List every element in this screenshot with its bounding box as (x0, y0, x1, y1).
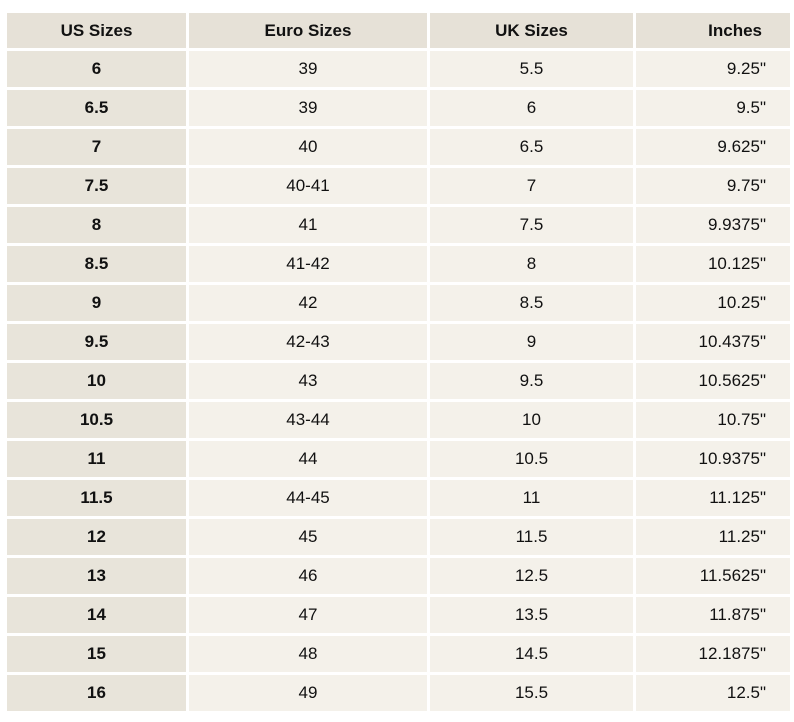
table-row: 8 41 7.5 9.9375" (7, 207, 790, 243)
uk-size-cell: 10.5 (430, 441, 633, 477)
euro-size-cell: 46 (189, 558, 427, 594)
us-size-cell: 13 (7, 558, 186, 594)
us-size-cell: 8 (7, 207, 186, 243)
uk-size-cell: 15.5 (430, 675, 633, 711)
euro-size-cell: 49 (189, 675, 427, 711)
euro-size-cell: 42-43 (189, 324, 427, 360)
us-size-cell: 8.5 (7, 246, 186, 282)
table-row: 16 49 15.5 12.5" (7, 675, 790, 711)
euro-size-cell: 39 (189, 90, 427, 126)
euro-size-cell: 44-45 (189, 480, 427, 516)
euro-size-cell: 42 (189, 285, 427, 321)
inches-cell: 11.5625" (636, 558, 790, 594)
uk-size-cell: 11 (430, 480, 633, 516)
inches-cell: 9.625" (636, 129, 790, 165)
table-header-row: US Sizes Euro Sizes UK Sizes Inches (7, 13, 790, 48)
euro-size-cell: 40 (189, 129, 427, 165)
uk-size-cell: 7.5 (430, 207, 633, 243)
table-row: 14 47 13.5 11.875" (7, 597, 790, 633)
inches-cell: 9.5" (636, 90, 790, 126)
uk-size-cell: 8.5 (430, 285, 633, 321)
us-size-cell: 11 (7, 441, 186, 477)
us-size-cell: 14 (7, 597, 186, 633)
us-size-cell: 9.5 (7, 324, 186, 360)
euro-size-cell: 40-41 (189, 168, 427, 204)
inches-cell: 10.125" (636, 246, 790, 282)
shoe-size-conversion-table: US Sizes Euro Sizes UK Sizes Inches 6 39 5… (4, 10, 793, 714)
table-row: 7.5 40-41 7 9.75" (7, 168, 790, 204)
inches-cell: 9.75" (636, 168, 790, 204)
us-size-cell: 10.5 (7, 402, 186, 438)
uk-size-cell: 7 (430, 168, 633, 204)
table-row: 13 46 12.5 11.5625" (7, 558, 790, 594)
uk-size-cell: 6.5 (430, 129, 633, 165)
header-us-sizes: US Sizes (7, 13, 186, 48)
table-row: 8.5 41-42 8 10.125" (7, 246, 790, 282)
euro-size-cell: 48 (189, 636, 427, 672)
uk-size-cell: 11.5 (430, 519, 633, 555)
euro-size-cell: 41 (189, 207, 427, 243)
us-size-cell: 7.5 (7, 168, 186, 204)
table-body: 6 39 5.5 9.25" 6.5 39 6 9.5" 7 40 6.5 9.625" 7.5 40-4… (7, 51, 790, 711)
us-size-cell: 9 (7, 285, 186, 321)
header-inches: Inches (636, 13, 790, 48)
uk-size-cell: 5.5 (430, 51, 633, 87)
header-uk-sizes: UK Sizes (430, 13, 633, 48)
inches-cell: 9.25" (636, 51, 790, 87)
us-size-cell: 7 (7, 129, 186, 165)
euro-size-cell: 43 (189, 363, 427, 399)
inches-cell: 10.9375" (636, 441, 790, 477)
table-row: 6 39 5.5 9.25" (7, 51, 790, 87)
euro-size-cell: 47 (189, 597, 427, 633)
uk-size-cell: 8 (430, 246, 633, 282)
us-size-cell: 12 (7, 519, 186, 555)
euro-size-cell: 44 (189, 441, 427, 477)
table-row: 10.5 43-44 10 10.75" (7, 402, 790, 438)
uk-size-cell: 9 (430, 324, 633, 360)
inches-cell: 11.25" (636, 519, 790, 555)
table-row: 11 44 10.5 10.9375" (7, 441, 790, 477)
us-size-cell: 11.5 (7, 480, 186, 516)
table-row: 10 43 9.5 10.5625" (7, 363, 790, 399)
table-row: 11.5 44-45 11 11.125" (7, 480, 790, 516)
uk-size-cell: 10 (430, 402, 633, 438)
table-row: 12 45 11.5 11.25" (7, 519, 790, 555)
uk-size-cell: 13.5 (430, 597, 633, 633)
table-row: 7 40 6.5 9.625" (7, 129, 790, 165)
uk-size-cell: 12.5 (430, 558, 633, 594)
table-row: 6.5 39 6 9.5" (7, 90, 790, 126)
us-size-cell: 6 (7, 51, 186, 87)
inches-cell: 9.9375" (636, 207, 790, 243)
header-euro-sizes: Euro Sizes (189, 13, 427, 48)
us-size-cell: 16 (7, 675, 186, 711)
inches-cell: 12.5" (636, 675, 790, 711)
inches-cell: 12.1875" (636, 636, 790, 672)
inches-cell: 10.4375" (636, 324, 790, 360)
us-size-cell: 15 (7, 636, 186, 672)
euro-size-cell: 43-44 (189, 402, 427, 438)
inches-cell: 10.5625" (636, 363, 790, 399)
uk-size-cell: 6 (430, 90, 633, 126)
inches-cell: 10.75" (636, 402, 790, 438)
euro-size-cell: 39 (189, 51, 427, 87)
uk-size-cell: 9.5 (430, 363, 633, 399)
euro-size-cell: 45 (189, 519, 427, 555)
table-row: 9.5 42-43 9 10.4375" (7, 324, 790, 360)
us-size-cell: 10 (7, 363, 186, 399)
inches-cell: 11.125" (636, 480, 790, 516)
inches-cell: 10.25" (636, 285, 790, 321)
table-row: 15 48 14.5 12.1875" (7, 636, 790, 672)
euro-size-cell: 41-42 (189, 246, 427, 282)
uk-size-cell: 14.5 (430, 636, 633, 672)
table-row: 9 42 8.5 10.25" (7, 285, 790, 321)
us-size-cell: 6.5 (7, 90, 186, 126)
inches-cell: 11.875" (636, 597, 790, 633)
